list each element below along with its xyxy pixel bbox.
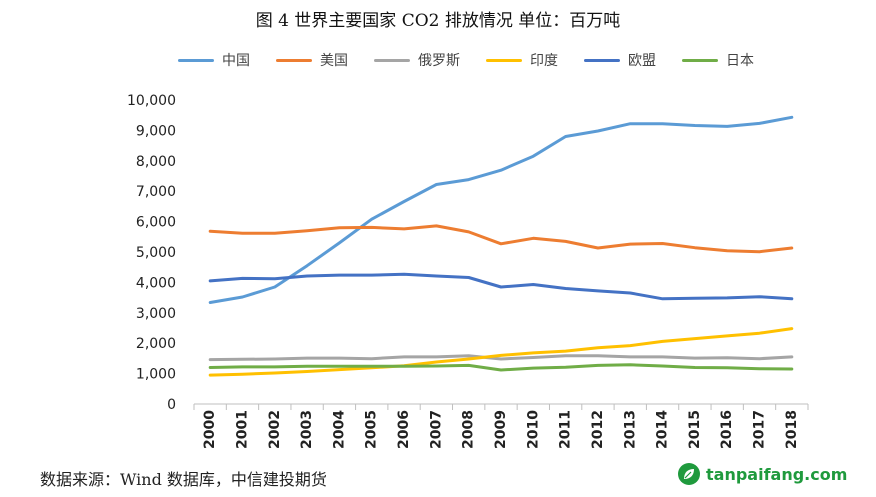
legend-label: 欧盟 bbox=[628, 53, 656, 69]
chart-title: 图 4 世界主要国家 CO2 排放情况 单位：百万吨 bbox=[255, 11, 621, 31]
x-tick-label: 2015 bbox=[687, 410, 703, 449]
x-tick-label: 2001 bbox=[234, 410, 250, 449]
x-tick-label: 2016 bbox=[719, 410, 735, 449]
watermark-text: tanpaifang.com bbox=[706, 464, 848, 484]
x-tick-label: 2011 bbox=[558, 410, 574, 449]
y-tick-label: 9,000 bbox=[136, 123, 176, 139]
y-tick-label: 6,000 bbox=[136, 215, 176, 231]
x-tick-label: 2008 bbox=[461, 410, 477, 449]
x-axis: 2000 2001 2002 2003 2004 2005 2006 2007 2008 2009… bbox=[193, 403, 809, 449]
series-lines bbox=[208, 115, 794, 377]
series-line-中国 bbox=[208, 115, 794, 304]
x-tick-label: 2010 bbox=[525, 410, 541, 449]
legend-swatch bbox=[584, 58, 620, 62]
legend-label: 日本 bbox=[726, 53, 754, 69]
y-axis: 0 1,000 2,000 3,000 4,000 5,000 6,000 7,000 8,00… bbox=[127, 93, 176, 413]
x-tick-label: 2004 bbox=[331, 410, 347, 449]
watermark-logo: tanpaifang.com bbox=[678, 463, 847, 485]
series-line-日本 bbox=[208, 363, 794, 372]
x-tick-label: 2012 bbox=[590, 410, 606, 449]
legend-item: 欧盟 bbox=[584, 50, 656, 70]
y-tick-label: 4,000 bbox=[136, 275, 176, 291]
y-tick-label: 2,000 bbox=[136, 336, 176, 352]
y-tick-label: 3,000 bbox=[136, 306, 176, 322]
series-line-欧盟 bbox=[208, 272, 794, 301]
legend-label: 美国 bbox=[320, 53, 348, 69]
legend-swatch bbox=[374, 58, 410, 62]
y-tick-label: 0 bbox=[167, 397, 176, 413]
series-line-俄罗斯 bbox=[208, 354, 794, 362]
chart-legend: 中国 美国 俄罗斯 印度 欧盟 日本 bbox=[178, 50, 780, 70]
legend-item: 中国 bbox=[178, 50, 250, 70]
legend-item: 日本 bbox=[682, 50, 754, 70]
series-line-印度 bbox=[208, 327, 794, 377]
legend-label: 中国 bbox=[222, 53, 250, 69]
legend-item: 美国 bbox=[276, 50, 348, 70]
legend-swatch bbox=[276, 58, 312, 62]
x-tick-label: 2018 bbox=[784, 410, 800, 449]
x-tick-label: 2005 bbox=[364, 410, 380, 449]
y-tick-label: 7,000 bbox=[136, 184, 176, 200]
x-tick-label: 2017 bbox=[752, 410, 768, 449]
y-tick-label: 8,000 bbox=[136, 154, 176, 170]
legend-swatch bbox=[178, 58, 214, 62]
legend-swatch bbox=[682, 58, 718, 62]
legend-label: 印度 bbox=[530, 53, 558, 69]
leaf-icon bbox=[678, 463, 700, 485]
x-tick-label: 2002 bbox=[267, 410, 283, 449]
x-tick-label: 2000 bbox=[202, 410, 218, 449]
y-tick-label: 10,000 bbox=[127, 93, 176, 109]
y-tick-label: 1,000 bbox=[136, 367, 176, 383]
x-tick-label: 2009 bbox=[493, 410, 509, 449]
legend-item: 俄罗斯 bbox=[374, 50, 460, 70]
legend-swatch bbox=[486, 58, 522, 62]
x-tick-label: 2003 bbox=[299, 410, 315, 449]
x-tick-label: 2013 bbox=[622, 410, 638, 449]
x-tick-label: 2007 bbox=[428, 410, 444, 449]
legend-item: 印度 bbox=[486, 50, 558, 70]
series-line-美国 bbox=[208, 224, 794, 254]
legend-label: 俄罗斯 bbox=[418, 53, 460, 69]
x-tick-label: 2006 bbox=[396, 410, 412, 449]
source-note: 数据来源：Wind 数据库，中信建投期货 bbox=[40, 470, 327, 489]
x-tick-label: 2014 bbox=[655, 410, 671, 449]
y-tick-label: 5,000 bbox=[136, 245, 176, 261]
